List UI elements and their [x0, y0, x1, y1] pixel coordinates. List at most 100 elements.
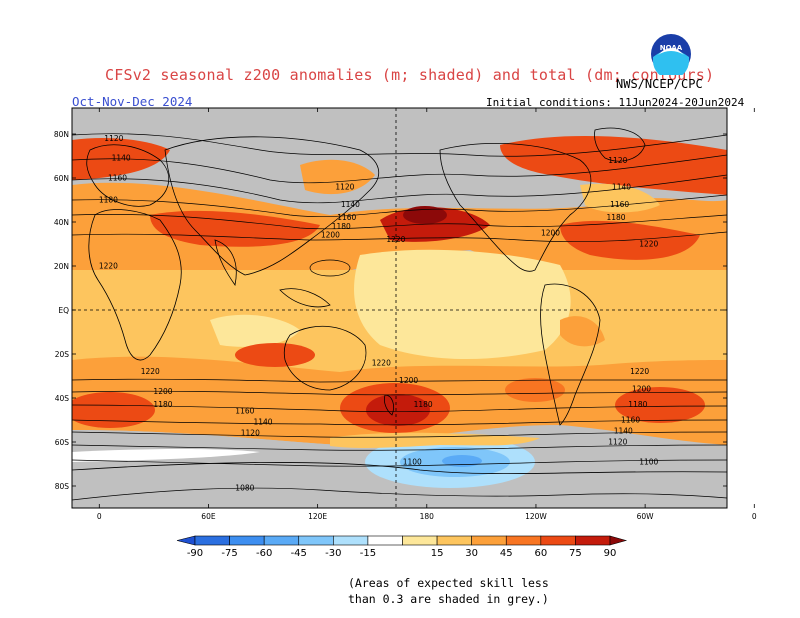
contour-label: 1180 [606, 213, 625, 222]
anomaly-region [615, 387, 705, 423]
contour-label: 1140 [253, 418, 272, 427]
contour-label: 1200 [399, 376, 418, 385]
latitude-ticks: 80N 60N 40N 20N EQ 20S 40S 60S 80S [54, 130, 727, 491]
contour-label: 1220 [141, 367, 160, 376]
contour-label: 1200 [321, 231, 340, 240]
contour-label: 1220 [99, 262, 118, 271]
colorbar-label: 30 [465, 548, 478, 559]
colorbar-box [333, 535, 369, 546]
anomaly-region [300, 159, 375, 195]
colorbar-label: -60 [256, 548, 272, 559]
contour-label: 1140 [341, 200, 360, 209]
height-contours [72, 133, 727, 501]
map-title: CFSv2 seasonal z200 anomalies (m; shaded… [105, 66, 715, 84]
contour-label: 1120 [608, 156, 627, 165]
longitude-label: 60E [201, 512, 216, 521]
colorbar-box [540, 535, 576, 546]
colorbar-label: -75 [221, 548, 237, 559]
colorbar-box [575, 535, 611, 546]
latitude-label: 60N [54, 174, 69, 183]
anomaly-region [72, 392, 155, 428]
contour-label: 1200 [632, 385, 651, 394]
skill-note-line-2: than 0.3 are shaded in grey.) [348, 592, 549, 606]
longitude-label: 120W [525, 512, 547, 521]
colorbar-box [402, 535, 438, 546]
anomaly-region [210, 314, 300, 347]
colorbar-box [298, 535, 334, 546]
longitude-label: 180 [420, 512, 435, 521]
contour-label: 1220 [372, 358, 391, 367]
latitude-label: 80S [55, 482, 70, 491]
latitude-label: 60S [55, 438, 70, 447]
colorbar-label: -15 [360, 548, 376, 559]
latitude-label: 20N [54, 262, 69, 271]
anomaly-region [354, 249, 571, 360]
contour-label: 1180 [153, 400, 172, 409]
colorbar-box [229, 535, 265, 546]
contour-label: 1200 [541, 229, 560, 238]
colorbar-label: -30 [325, 548, 341, 559]
anomaly-region [366, 394, 430, 426]
anomaly-region [72, 449, 260, 462]
contour-label: 1160 [235, 407, 254, 416]
latitude-label: 80N [54, 130, 69, 139]
latitude-label: EQ [58, 306, 69, 315]
contour-label: 1100 [639, 457, 658, 466]
longitude-label: 60W [637, 512, 655, 521]
contour-label: 1140 [614, 427, 633, 436]
anomaly-region [403, 206, 447, 224]
colorbar-label: 60 [534, 548, 547, 559]
contour-label: 1160 [337, 213, 356, 222]
contour-label: 1160 [108, 174, 127, 183]
contour-label: 1160 [621, 416, 640, 425]
colorbar-label: 75 [569, 548, 582, 559]
colorbar-box [505, 535, 542, 546]
colorbar-box [436, 535, 472, 546]
colorbar-label: -45 [291, 548, 307, 559]
contour-label: 1120 [608, 438, 627, 447]
logo-text: NOAA [660, 44, 683, 52]
contour-label: 1120 [104, 134, 123, 143]
contour-label: 1120 [335, 182, 354, 191]
colorbar-box [367, 535, 403, 546]
contour-label: 1120 [241, 429, 260, 438]
contour-label: 1080 [235, 484, 254, 493]
colorbar-label: 45 [500, 548, 513, 559]
anomaly-region [560, 316, 605, 347]
contour-labels: 1120114011601180122011201140116011801200… [99, 134, 659, 493]
initial-conditions-label: Initial conditions: 11Jun2024-20Jun2024 [486, 96, 745, 109]
season-label: Oct-Nov-Dec 2024 [72, 94, 193, 109]
anomaly-region [150, 210, 320, 247]
contour-label: 1160 [610, 200, 629, 209]
noaa-logo: NOAA [651, 34, 691, 75]
colorbar-label: -90 [187, 548, 203, 559]
contour-label: 1100 [403, 457, 422, 466]
organization-label: NWS/NCEP/CPC [616, 77, 703, 91]
coastlines [72, 127, 727, 475]
longitude-label: 0 [97, 512, 102, 521]
contour-label: 1180 [628, 400, 647, 409]
latitude-label: 40N [54, 218, 69, 227]
contour-label: 1180 [99, 196, 118, 205]
contour-label: 1140 [112, 154, 131, 163]
skill-note-line-1: (Areas of expected skill less [348, 576, 549, 590]
longitude-label: 0 [752, 512, 757, 521]
colorbar-end-high [609, 535, 628, 546]
colorbar-box [194, 535, 230, 546]
contour-label: 1220 [386, 235, 405, 244]
contour-label: 1180 [414, 400, 433, 409]
contour-label: 1180 [332, 222, 351, 231]
latitude-label: 20S [55, 350, 70, 359]
colorbar-box [471, 535, 507, 546]
colorbar-label: 15 [431, 548, 444, 559]
colorbar-box [263, 535, 300, 546]
contour-label: 1140 [612, 182, 631, 191]
colorbar-label: 90 [604, 548, 617, 559]
anomaly-region [235, 343, 315, 367]
longitude-ticks: 0 60E 120E 180 120W 60W 0 [97, 108, 757, 521]
anomaly-region [330, 432, 540, 448]
contour-label: 1220 [639, 240, 658, 249]
anomaly-region [505, 378, 565, 402]
